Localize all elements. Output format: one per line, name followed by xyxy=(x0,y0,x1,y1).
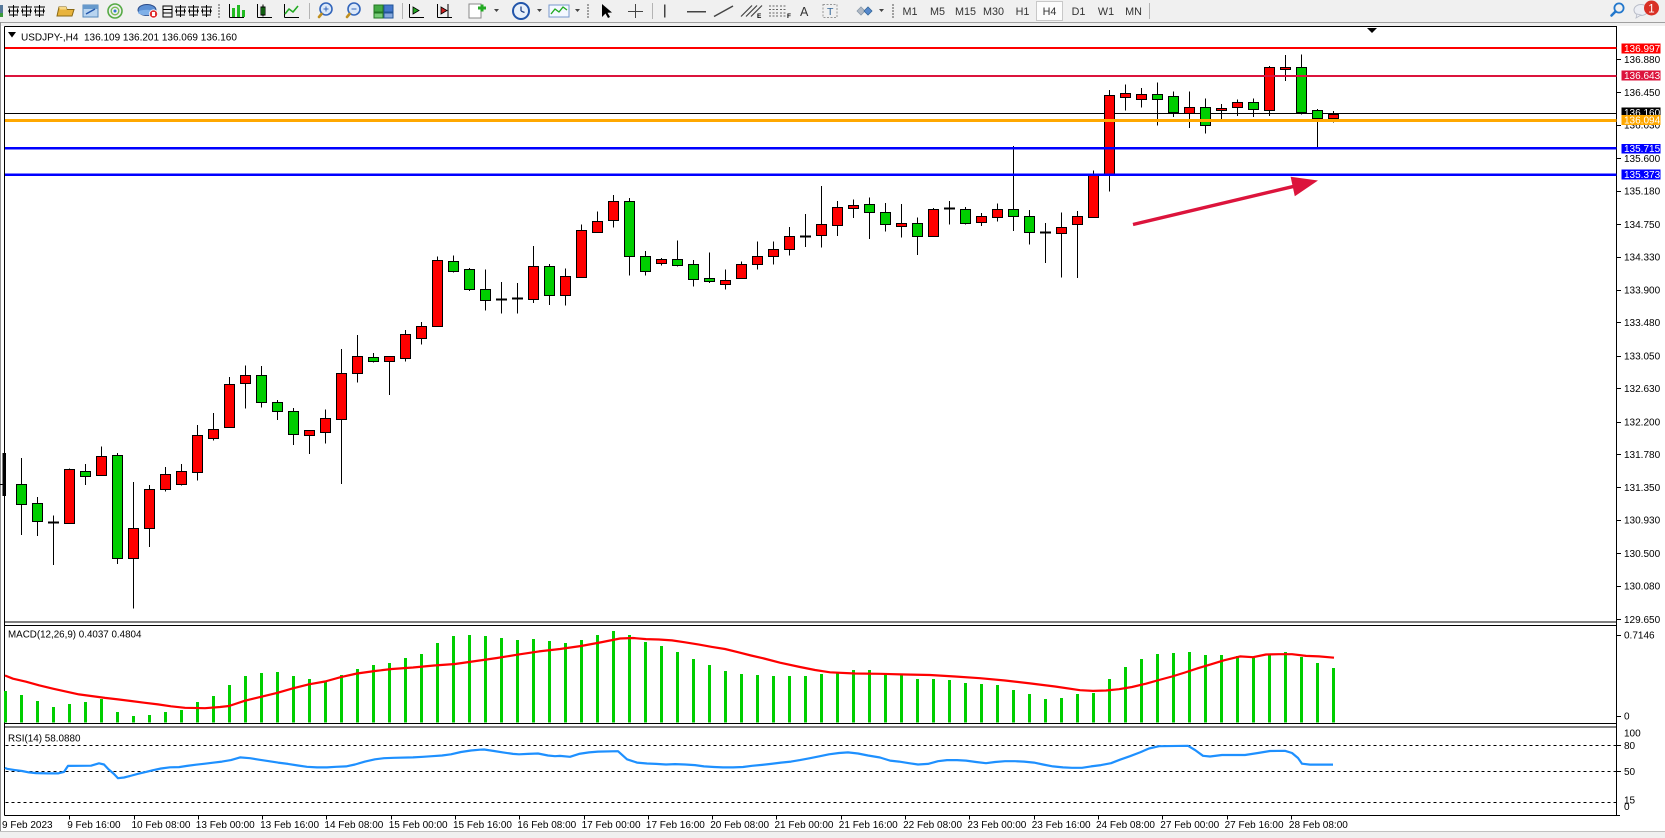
svg-text:14 Feb 08:00: 14 Feb 08:00 xyxy=(324,820,383,831)
svg-text:22 Feb 08:00: 22 Feb 08:00 xyxy=(903,820,962,831)
svg-text:135.715: 135.715 xyxy=(1624,144,1661,155)
svg-text:136.643: 136.643 xyxy=(1624,71,1661,82)
svg-text:H4: H4 xyxy=(1043,6,1057,18)
svg-text:136.997: 136.997 xyxy=(1624,44,1661,55)
svg-text:131.350: 131.350 xyxy=(1624,483,1661,494)
svg-text:133.480: 133.480 xyxy=(1624,318,1661,329)
svg-text:134.750: 134.750 xyxy=(1624,220,1661,231)
svg-text:A: A xyxy=(800,5,809,19)
svg-text:13 Feb 16:00: 13 Feb 16:00 xyxy=(260,820,319,831)
svg-text:135.373: 135.373 xyxy=(1624,170,1661,181)
svg-text:0: 0 xyxy=(1624,712,1630,723)
svg-text:USDJPY-,H4 136.109 136.201 13: USDJPY-,H4 136.109 136.201 136.069 136.1… xyxy=(21,33,237,44)
svg-text:130.930: 130.930 xyxy=(1624,516,1661,527)
svg-text:16 Feb 08:00: 16 Feb 08:00 xyxy=(517,820,576,831)
svg-text:9 Feb 2023: 9 Feb 2023 xyxy=(2,820,53,831)
svg-text:100: 100 xyxy=(1624,729,1641,740)
svg-text:130.500: 130.500 xyxy=(1624,549,1661,560)
svg-text:132.630: 132.630 xyxy=(1624,384,1661,395)
svg-text:130.080: 130.080 xyxy=(1624,582,1661,593)
svg-text:136.030: 136.030 xyxy=(1624,121,1661,132)
svg-text:20 Feb 08:00: 20 Feb 08:00 xyxy=(710,820,769,831)
svg-text:133.050: 133.050 xyxy=(1624,351,1661,362)
svg-text:80: 80 xyxy=(1624,741,1636,752)
svg-text:21 Feb 00:00: 21 Feb 00:00 xyxy=(775,820,834,831)
svg-text:0.7146: 0.7146 xyxy=(1624,631,1655,642)
svg-text:134.330: 134.330 xyxy=(1624,252,1661,263)
svg-text:E: E xyxy=(757,13,762,20)
svg-text:136.880: 136.880 xyxy=(1624,55,1661,66)
svg-text:D1: D1 xyxy=(1072,6,1086,18)
svg-text:9 Feb 16:00: 9 Feb 16:00 xyxy=(67,820,121,831)
svg-text:M5: M5 xyxy=(930,6,945,18)
svg-text:MACD(12,26,9) 0.4037 0.4804: MACD(12,26,9) 0.4037 0.4804 xyxy=(8,630,142,641)
svg-text:21 Feb 16:00: 21 Feb 16:00 xyxy=(839,820,898,831)
svg-text:15: 15 xyxy=(1624,796,1636,807)
svg-text:10 Feb 08:00: 10 Feb 08:00 xyxy=(132,820,191,831)
svg-text:17 Feb 00:00: 17 Feb 00:00 xyxy=(582,820,641,831)
svg-text:135.180: 135.180 xyxy=(1624,186,1661,197)
svg-text:T: T xyxy=(827,6,834,18)
svg-text:27 Feb 00:00: 27 Feb 00:00 xyxy=(1160,820,1219,831)
svg-text:23 Feb 16:00: 23 Feb 16:00 xyxy=(1032,820,1091,831)
svg-text:24 Feb 08:00: 24 Feb 08:00 xyxy=(1096,820,1155,831)
svg-text:129.650: 129.650 xyxy=(1624,615,1661,626)
svg-text:F: F xyxy=(787,13,791,20)
svg-text:27 Feb 16:00: 27 Feb 16:00 xyxy=(1225,820,1284,831)
svg-text:0: 0 xyxy=(1624,802,1630,813)
svg-text:H1: H1 xyxy=(1016,6,1030,18)
svg-text:W1: W1 xyxy=(1098,6,1114,18)
svg-text:1: 1 xyxy=(1648,3,1654,15)
svg-text:28 Feb 08:00: 28 Feb 08:00 xyxy=(1289,820,1348,831)
svg-text:15 Feb 16:00: 15 Feb 16:00 xyxy=(453,820,512,831)
svg-text:M15: M15 xyxy=(955,6,976,18)
svg-text:MN: MN xyxy=(1125,6,1142,18)
svg-text:133.900: 133.900 xyxy=(1624,286,1661,297)
svg-text:131.780: 131.780 xyxy=(1624,450,1661,461)
svg-text:M1: M1 xyxy=(903,6,918,18)
svg-text:M30: M30 xyxy=(983,6,1004,18)
svg-text:136.094: 136.094 xyxy=(1624,115,1661,126)
svg-text:136.450: 136.450 xyxy=(1624,88,1661,99)
svg-text:23 Feb 00:00: 23 Feb 00:00 xyxy=(967,820,1026,831)
svg-text:17 Feb 16:00: 17 Feb 16:00 xyxy=(646,820,705,831)
svg-text:135.600: 135.600 xyxy=(1624,154,1661,165)
svg-text:50: 50 xyxy=(1624,767,1636,778)
svg-text:136.160: 136.160 xyxy=(1624,108,1661,119)
svg-text:RSI(14) 58.0880: RSI(14) 58.0880 xyxy=(8,734,81,745)
svg-text:132.200: 132.200 xyxy=(1624,417,1661,428)
svg-text:15 Feb 00:00: 15 Feb 00:00 xyxy=(389,820,448,831)
svg-text:13 Feb 00:00: 13 Feb 00:00 xyxy=(196,820,255,831)
